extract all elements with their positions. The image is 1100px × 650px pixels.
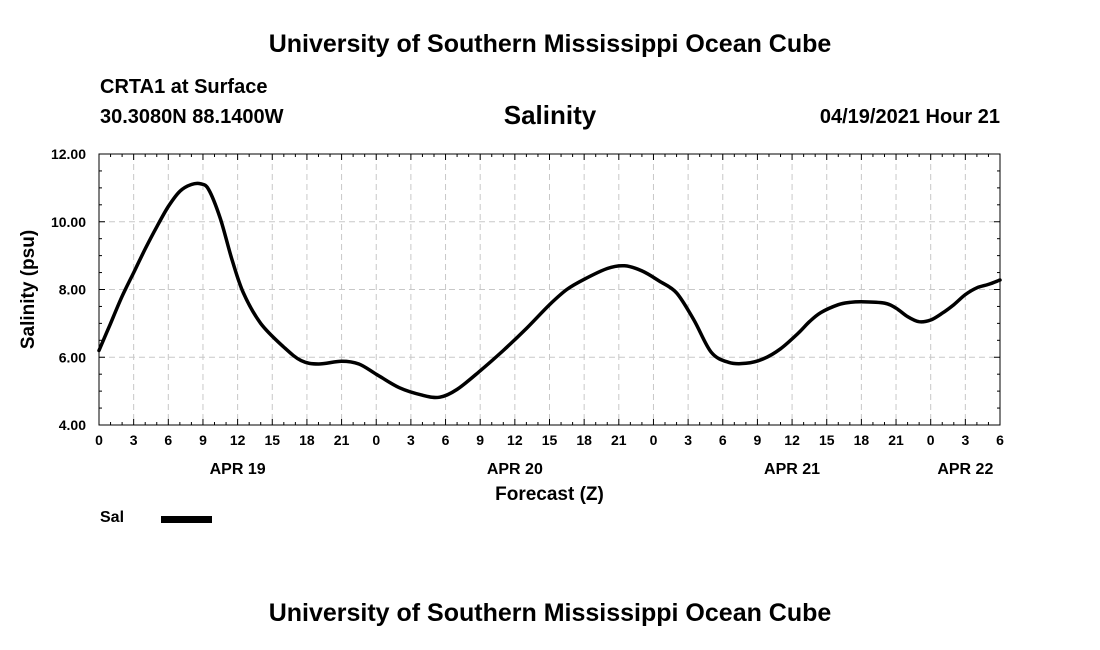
coordinates-label: 30.3080N 88.1400W (100, 106, 284, 128)
x-tick-label: 6 (996, 432, 1004, 448)
x-tick-label: 6 (719, 432, 727, 448)
x-tick-label: 0 (372, 432, 380, 448)
top-title: University of Southern Mississippi Ocean… (268, 30, 832, 58)
x-tick-label: 15 (264, 432, 280, 448)
y-tick-label: 6.00 (59, 349, 86, 365)
x-tick-label: 15 (542, 432, 558, 448)
x-date-label: APR 20 (487, 461, 543, 478)
forecast-datetime: 04/19/2021 Hour 21 (819, 106, 1000, 128)
x-tick-label: 15 (819, 432, 835, 448)
series-line-sal (97, 181, 1002, 400)
x-tick-label: 9 (476, 432, 484, 448)
x-tick-label: 3 (961, 432, 969, 448)
x-tick-label: 9 (199, 432, 207, 448)
parameter-title: Salinity (503, 100, 597, 130)
x-tick-label: 0 (95, 432, 103, 448)
x-tick-label: 6 (442, 432, 450, 448)
x-tick-label: 0 (650, 432, 658, 448)
x-date-label: APR 19 (210, 461, 266, 478)
x-tick-label: 12 (784, 432, 800, 448)
x-tick-label: 18 (576, 432, 592, 448)
x-tick-label: 3 (407, 432, 415, 448)
y-tick-label: 8.00 (59, 282, 86, 298)
legend-swatch-sal (161, 516, 212, 523)
x-tick-label: 9 (754, 432, 762, 448)
y-tick-label: 10.00 (51, 214, 86, 230)
x-tick-label: 21 (888, 432, 904, 448)
x-axis-title: Forecast (Z) (495, 484, 604, 505)
x-tick-label: 3 (684, 432, 692, 448)
station-label: CRTA1 at Surface (100, 76, 268, 98)
x-tick-label: 0 (927, 432, 935, 448)
x-date-label: APR 21 (764, 461, 820, 478)
series-layer (97, 181, 1002, 400)
axis-layer: 0 3 6 9 12 15 18 21 0 3 6 9 12 15 18 21 0 3 6 9 12 15 18 21 0 3 6 4… (18, 146, 1004, 505)
x-tick-label: 6 (164, 432, 172, 448)
plot-frame (98, 153, 1001, 426)
x-tick-label: 12 (507, 432, 523, 448)
x-tick-label: 18 (299, 432, 315, 448)
bottom-title: University of Southern Mississippi Ocean… (268, 599, 832, 627)
grid-layer (99, 154, 1000, 425)
y-tick-label: 4.00 (59, 417, 86, 433)
x-date-label: APR 22 (937, 461, 993, 478)
y-tick-label: 12.00 (51, 146, 86, 162)
x-tick-label: 12 (230, 432, 246, 448)
y-axis-title: Salinity (psu) (18, 230, 39, 349)
x-tick-label: 3 (130, 432, 138, 448)
x-tick-label: 21 (611, 432, 627, 448)
x-tick-label: 18 (854, 432, 870, 448)
legend-label-sal: Sal (100, 509, 125, 526)
x-tick-label: 21 (334, 432, 350, 448)
